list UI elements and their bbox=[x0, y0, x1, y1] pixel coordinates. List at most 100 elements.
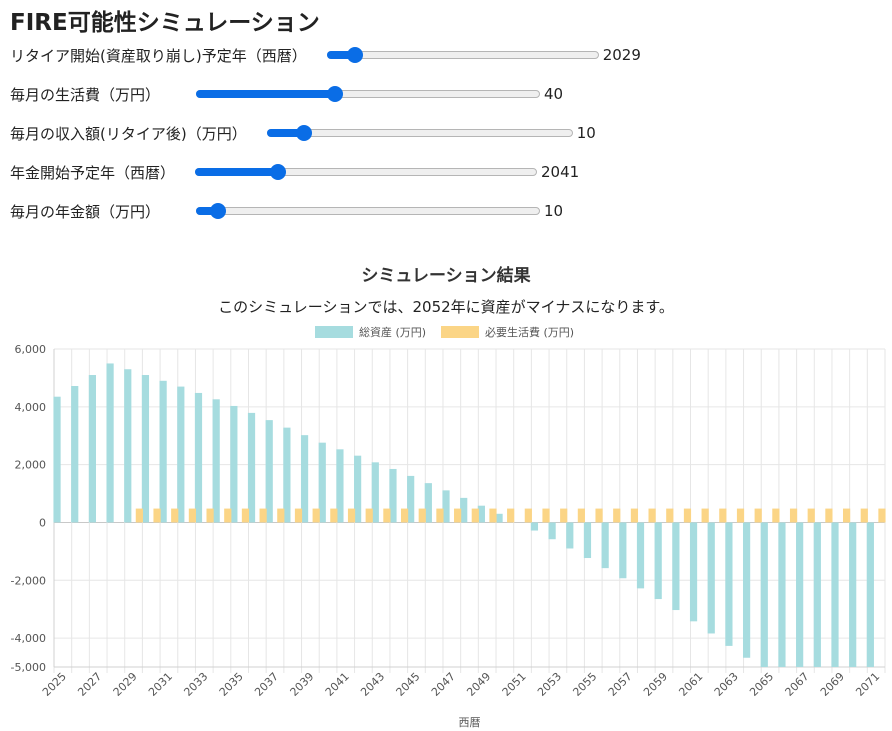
asset-bar bbox=[707, 522, 715, 634]
x-tick-label: 2055 bbox=[570, 670, 599, 699]
expense-bar bbox=[454, 508, 462, 523]
expense-bar bbox=[719, 508, 727, 523]
asset-bar bbox=[336, 449, 344, 523]
expense-bar bbox=[577, 508, 585, 523]
y-tick-label: -5,000 bbox=[11, 661, 46, 674]
asset-bar bbox=[566, 522, 574, 549]
x-tick-label: 2069 bbox=[818, 670, 847, 699]
y-tick-label: -2,000 bbox=[11, 574, 46, 587]
x-tick-label: 2051 bbox=[500, 670, 529, 699]
asset-bar bbox=[300, 435, 309, 523]
expense-bar bbox=[542, 508, 550, 523]
expense-bar bbox=[630, 508, 639, 523]
expense-bar bbox=[613, 508, 621, 523]
income-slider[interactable] bbox=[266, 125, 573, 141]
y-tick-label: 4,000 bbox=[15, 401, 47, 414]
asset-bar bbox=[636, 522, 645, 589]
x-tick-label: 2041 bbox=[323, 670, 352, 699]
x-tick-label: 2061 bbox=[676, 670, 705, 699]
expense-bar bbox=[347, 508, 356, 523]
expense-bar bbox=[560, 508, 568, 523]
x-tick-label: 2031 bbox=[146, 670, 175, 699]
expense-bar bbox=[471, 508, 479, 523]
asset-bar bbox=[460, 497, 468, 523]
asset-bar bbox=[265, 420, 273, 523]
asset-bar bbox=[354, 455, 362, 523]
asset-bar bbox=[849, 522, 857, 667]
pension-amount-label: 毎月の年金額（万円） bbox=[10, 202, 161, 221]
x-tick-label: 2027 bbox=[75, 670, 104, 699]
asset-bar bbox=[318, 442, 326, 523]
asset-bar bbox=[230, 405, 238, 523]
expense-bar bbox=[259, 508, 267, 523]
x-tick-label: 2047 bbox=[429, 670, 458, 699]
pension-year-label: 年金開始予定年（西暦） bbox=[10, 163, 176, 182]
asset-bar bbox=[247, 412, 256, 523]
x-tick-label: 2067 bbox=[783, 670, 812, 699]
x-tick-label: 2059 bbox=[641, 670, 670, 699]
pension-year-value: 2041 bbox=[541, 163, 580, 181]
y-tick-label: 2,000 bbox=[15, 459, 47, 472]
asset-bar bbox=[813, 522, 821, 667]
living-cost-slider[interactable] bbox=[196, 86, 541, 102]
asset-bar bbox=[689, 522, 698, 622]
asset-bar bbox=[601, 522, 609, 569]
asset-bar bbox=[778, 522, 786, 667]
asset-bar bbox=[194, 392, 203, 523]
expense-bar bbox=[294, 508, 303, 523]
y-tick-label: 0 bbox=[39, 516, 46, 529]
asset-bar bbox=[177, 386, 185, 523]
asset-bar bbox=[124, 369, 132, 523]
living-cost-value: 40 bbox=[544, 85, 564, 103]
pension-amount-slider-thumb[interactable] bbox=[209, 203, 226, 219]
x-tick-label: 2057 bbox=[606, 670, 635, 699]
expense-bar bbox=[878, 508, 886, 523]
asset-bar bbox=[371, 462, 379, 523]
expense-bar bbox=[648, 508, 656, 523]
legend-swatch bbox=[315, 326, 353, 338]
chart-title: シミュレーション結果 bbox=[361, 266, 531, 286]
retire-year-slider[interactable] bbox=[326, 47, 599, 63]
expense-bar bbox=[206, 508, 214, 523]
expense-bar bbox=[789, 508, 798, 523]
living-cost-slider-thumb[interactable] bbox=[326, 86, 343, 102]
expense-bar bbox=[860, 508, 868, 523]
retire-year-slider-thumb[interactable] bbox=[346, 47, 363, 63]
asset-bar bbox=[495, 513, 503, 523]
pension-year-slider-thumb[interactable] bbox=[270, 164, 287, 180]
asset-bar bbox=[530, 522, 539, 531]
asset-bar bbox=[88, 375, 97, 523]
asset-bar bbox=[760, 522, 768, 667]
asset-bar bbox=[725, 522, 733, 646]
asset-bar bbox=[283, 427, 291, 523]
x-tick-label: 2049 bbox=[464, 670, 493, 699]
asset-bar bbox=[407, 475, 415, 523]
x-tick-label: 2043 bbox=[358, 670, 387, 699]
living-cost-label: 毎月の生活費（万円） bbox=[10, 85, 161, 104]
expense-bar bbox=[383, 508, 391, 523]
retire-year-slider-row: リタイア開始(資産取り崩し)予定年（西暦） 2029 bbox=[10, 43, 641, 67]
expense-bar bbox=[595, 508, 603, 523]
asset-bar bbox=[53, 396, 61, 523]
asset-bar bbox=[742, 522, 751, 658]
asset-bar bbox=[654, 522, 662, 600]
x-tick-label: 2045 bbox=[394, 670, 423, 699]
asset-bar bbox=[796, 522, 804, 667]
pension-amount-value: 10 bbox=[544, 202, 564, 220]
pension-amount-slider[interactable] bbox=[196, 203, 541, 219]
x-tick-label: 2033 bbox=[181, 670, 210, 699]
expense-bar bbox=[171, 508, 179, 523]
asset-bar bbox=[141, 375, 150, 523]
expense-bar bbox=[842, 508, 851, 523]
retire-year-value: 2029 bbox=[602, 46, 641, 64]
income-slider-thumb[interactable] bbox=[296, 125, 313, 141]
asset-bar bbox=[389, 468, 397, 523]
retire-year-label: リタイア開始(資産取り崩し)予定年（西暦） bbox=[10, 46, 307, 65]
expense-bar bbox=[418, 508, 426, 523]
pension-year-slider[interactable] bbox=[195, 164, 538, 180]
expense-bar bbox=[825, 508, 833, 523]
asset-bar bbox=[442, 490, 450, 523]
legend-label: 総資産 (万円) bbox=[359, 325, 426, 339]
expense-bar bbox=[666, 508, 674, 523]
asset-bar bbox=[831, 522, 839, 667]
